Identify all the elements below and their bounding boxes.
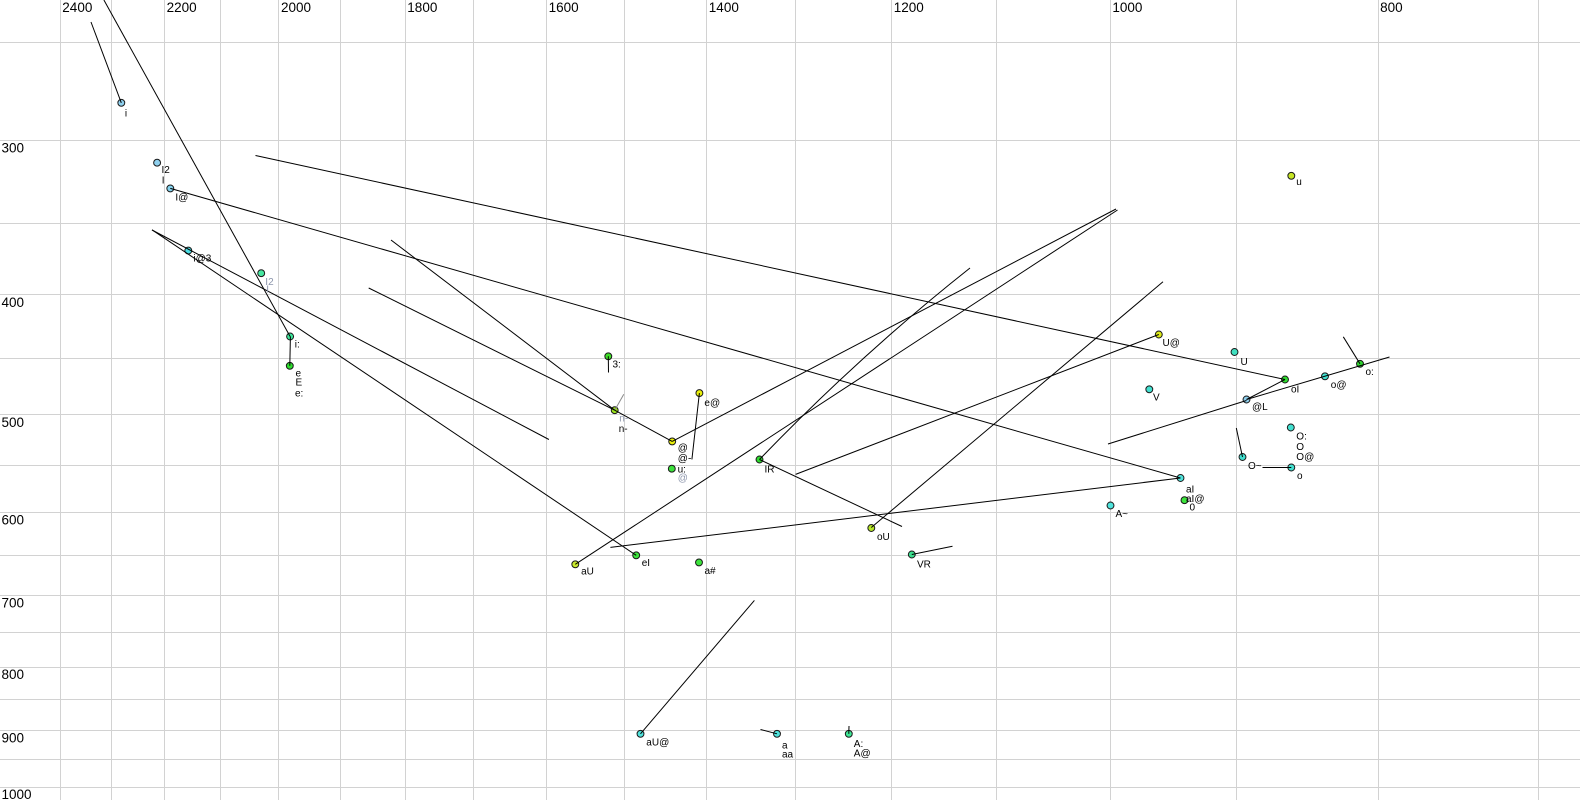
svg-text:800: 800 — [2, 667, 25, 682]
svg-text:1800: 1800 — [407, 0, 437, 15]
svg-text:i:: i: — [295, 340, 300, 351]
svg-text:700: 700 — [2, 596, 25, 611]
svg-text:u:: u: — [678, 464, 686, 475]
svg-text:@: @ — [678, 443, 688, 454]
svg-text:O~: O~ — [1248, 461, 1262, 472]
svg-text:i@3: i@3 — [193, 253, 211, 264]
svg-text:n-: n- — [619, 414, 628, 425]
svg-text:2200: 2200 — [167, 0, 197, 15]
svg-text:VR: VR — [917, 560, 931, 571]
svg-text:@: @ — [678, 473, 688, 484]
svg-text:I: I — [162, 175, 165, 186]
svg-text:U: U — [1241, 357, 1248, 368]
svg-text:A~: A~ — [1116, 509, 1129, 520]
svg-text:U@: U@ — [1163, 338, 1180, 349]
svg-text:300: 300 — [2, 140, 25, 155]
svg-text:I2: I2 — [265, 277, 274, 288]
svg-text:o: o — [1297, 471, 1303, 482]
svg-text:e: e — [296, 369, 302, 380]
svg-text:a#: a# — [705, 566, 717, 577]
svg-text:I: I — [266, 285, 269, 296]
svg-text:1600: 1600 — [549, 0, 579, 15]
svg-text:O:: O: — [1296, 431, 1307, 442]
svg-text:i: i — [125, 109, 127, 120]
svg-text:A:: A: — [854, 739, 863, 750]
svg-text:aa: aa — [782, 750, 794, 761]
svg-text:500: 500 — [2, 415, 25, 430]
svg-text:0: 0 — [1190, 503, 1196, 514]
svg-text:O: O — [1296, 442, 1304, 453]
svg-text:E: E — [296, 378, 303, 389]
svg-text:I2: I2 — [162, 165, 171, 176]
svg-text:I@: I@ — [175, 192, 188, 203]
svg-text:aU@: aU@ — [646, 738, 669, 749]
svg-text:1000: 1000 — [2, 787, 32, 800]
svg-text:oU: oU — [877, 532, 890, 543]
svg-text:2000: 2000 — [281, 0, 311, 15]
svg-text:V: V — [1153, 393, 1160, 404]
svg-text:800: 800 — [1380, 0, 1403, 15]
svg-text:oI: oI — [1291, 385, 1299, 396]
svg-text:1200: 1200 — [894, 0, 924, 15]
svg-text:o@: o@ — [1331, 380, 1347, 391]
svg-text:3:: 3: — [613, 360, 621, 371]
svg-text:A@: A@ — [854, 749, 871, 760]
svg-text:O@: O@ — [1296, 452, 1314, 463]
svg-text:a: a — [782, 741, 788, 752]
svg-text:eI: eI — [642, 558, 650, 569]
svg-text:u: u — [1296, 177, 1302, 188]
svg-text:2400: 2400 — [62, 0, 92, 15]
svg-text:IR: IR — [765, 465, 775, 476]
svg-text:400: 400 — [2, 295, 25, 310]
svg-text:e:: e: — [295, 388, 303, 399]
svg-text:@L: @L — [1252, 402, 1268, 413]
svg-text:n-: n- — [619, 424, 628, 435]
svg-text:o:: o: — [1366, 367, 1374, 378]
svg-text:600: 600 — [2, 513, 25, 528]
svg-text:aU: aU — [581, 567, 594, 578]
svg-text:aI: aI — [1186, 485, 1194, 496]
svg-text:e@: e@ — [704, 398, 720, 409]
svg-text:@-: @- — [678, 454, 691, 465]
svg-text:1000: 1000 — [1112, 0, 1142, 15]
svg-text:aI@: aI@ — [1186, 494, 1205, 505]
svg-text:900: 900 — [2, 731, 25, 746]
svg-text:1400: 1400 — [709, 0, 739, 15]
